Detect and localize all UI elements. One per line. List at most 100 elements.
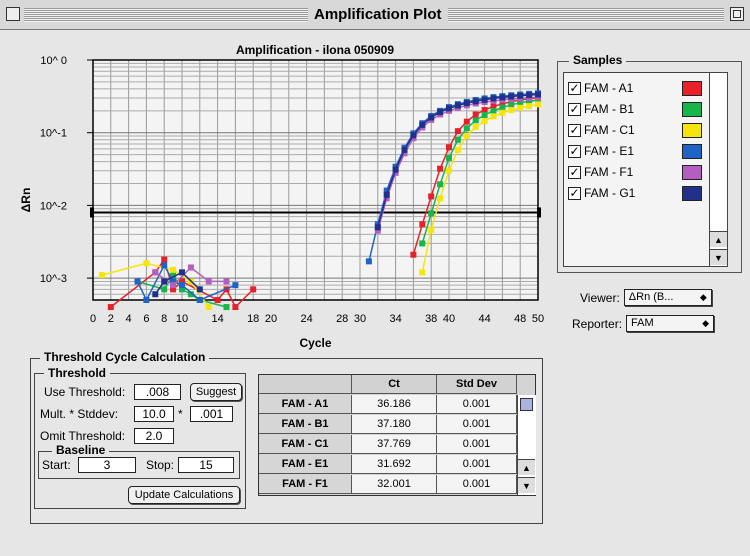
data-point [472,111,479,118]
times-symbol: * [178,407,183,421]
sample-color-swatch[interactable] [682,80,702,96]
scroll-thumb[interactable] [520,398,533,411]
data-point [472,98,479,105]
data-point [499,100,506,107]
use-threshold-label: Use Threshold: [44,385,126,399]
suggest-button[interactable]: Suggest [190,383,242,401]
sample-row[interactable]: ✓ FAM - G1 [568,183,702,203]
sample-row[interactable]: ✓ FAM - E1 [568,141,702,161]
stddev-value: 0.001 [437,435,517,454]
data-point [187,264,194,271]
data-point [428,226,435,233]
data-point [223,278,230,285]
sample-checkbox[interactable]: ✓ [568,123,581,137]
sample-label: FAM - E1 [584,144,635,158]
data-point [187,291,194,298]
sample-color-swatch[interactable] [682,164,702,180]
data-point [472,123,479,130]
data-point [454,102,461,109]
sample-checkbox[interactable]: ✓ [568,165,581,179]
start-input[interactable]: 3 [78,457,136,473]
sample-color-swatch[interactable] [682,122,702,138]
data-point [196,297,203,303]
sample-label: FAM - C1 [584,123,635,137]
data-point [143,297,150,303]
y-tick-label: 10^ 0 [40,55,67,67]
x-tick-label: 34 [389,313,401,325]
data-point [481,107,488,114]
data-point [419,269,426,276]
data-point [98,272,105,279]
omit-threshold-input[interactable]: 2.0 [134,428,174,444]
data-point [179,269,185,276]
x-tick-label: 6 [143,313,149,325]
table-scrollbar[interactable]: ▲ ▼ [517,395,536,495]
data-point [161,262,168,269]
data-point [383,191,390,198]
data-point [374,221,381,228]
data-point [170,272,177,279]
plot-grid [92,59,539,301]
scroll-down-icon[interactable]: ▼ [518,477,535,493]
data-point [508,107,515,114]
data-point [437,165,444,172]
stop-input[interactable]: 15 [178,457,234,473]
close-box-icon[interactable] [6,7,20,21]
stddev-value: 0.001 [437,415,517,434]
data-point [170,278,177,285]
use-threshold-input[interactable]: .008 [134,384,181,400]
sample-label: FAM - F1 [584,165,634,179]
data-point [170,286,177,293]
stddev-value: 0.001 [437,455,517,474]
data-point [392,166,399,173]
sample-color-swatch[interactable] [682,143,702,159]
samples-scrollbar[interactable]: ▲ ▼ [709,72,728,267]
ct-column-header[interactable]: Ct [352,375,437,394]
sample-color-swatch[interactable] [682,101,702,117]
popup-arrows-icon: ◆ [699,292,707,302]
data-point [481,112,488,119]
ct-value: 31.692 [352,455,437,474]
viewer-popup[interactable]: ΔRn (B... ◆ [623,289,712,306]
sample-row[interactable]: ✓ FAM - B1 [568,99,702,119]
scroll-down-icon[interactable]: ▼ [710,249,727,265]
data-point [205,304,212,311]
reporter-label: Reporter: [572,316,623,331]
stddev-column-header[interactable]: Std Dev [437,375,517,394]
data-point [179,286,185,293]
ct-value: 37.769 [352,435,437,454]
sample-checkbox[interactable]: ✓ [568,81,581,95]
data-point [499,109,506,116]
data-point [365,258,372,265]
x-tick-label: 14 [211,313,223,325]
data-point [250,286,257,293]
title-bar[interactable]: Amplification Plot [0,0,750,30]
data-point [446,154,452,161]
sample-checkbox[interactable]: ✓ [568,186,581,200]
data-point [454,128,461,135]
scroll-up-icon[interactable]: ▲ [518,459,535,475]
samples-list: ✓ FAM - A1 ✓ FAM - B1 ✓ FAM - C1 ✓ FAM - E1 ✓ FAM… [563,72,728,267]
data-point [508,93,515,100]
scroll-up-icon[interactable]: ▲ [710,231,727,247]
data-point [490,107,497,114]
samples-title: Samples [569,53,627,67]
data-point [428,114,435,121]
sample-checkbox[interactable]: ✓ [568,144,581,158]
baseline-title: Baseline [52,443,110,457]
amplification-chart: 10^ 010^-110^-210^-30 2 4 6 8 10 14 18 20 24 28 30 3… [19,55,544,350]
reporter-popup[interactable]: FAM ◆ [626,315,715,332]
sample-row[interactable]: ✓ FAM - F1 [568,162,702,182]
sample-row[interactable]: ✓ FAM - A1 [568,78,702,98]
zoom-box-icon[interactable] [730,7,744,21]
mult-input[interactable]: 10.0 [134,406,174,422]
sample-checkbox[interactable]: ✓ [568,102,581,116]
sample-color-swatch[interactable] [682,185,702,201]
tcc-title: Threshold Cycle Calculation [40,350,210,364]
update-calculations-button[interactable]: Update Calculations [128,486,240,504]
sample-row[interactable]: ✓ FAM - C1 [568,120,702,140]
table-corner [259,375,352,394]
viewer-label: Viewer: [580,290,620,305]
data-point [526,92,533,99]
omit-threshold-label: Omit Threshold: [40,429,126,443]
